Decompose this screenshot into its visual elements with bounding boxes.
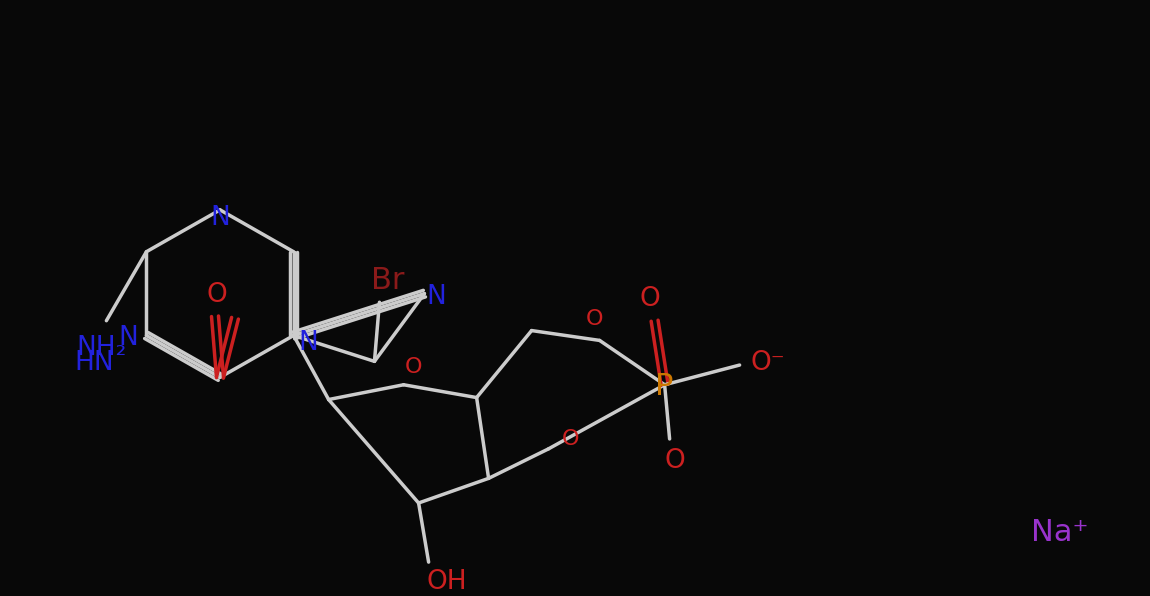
Text: O: O — [405, 357, 422, 377]
Text: N: N — [118, 325, 138, 352]
Text: Na⁺: Na⁺ — [1032, 517, 1089, 547]
Text: O: O — [207, 281, 228, 308]
Text: HN: HN — [75, 350, 114, 376]
Text: Br: Br — [370, 266, 404, 295]
Text: O: O — [665, 448, 685, 474]
Text: N: N — [299, 330, 319, 356]
Text: P: P — [656, 372, 674, 401]
Text: OH: OH — [427, 569, 467, 595]
Text: NH₂: NH₂ — [76, 336, 126, 361]
Text: O: O — [585, 309, 604, 329]
Text: N: N — [427, 284, 446, 309]
Text: O: O — [562, 429, 580, 449]
Text: O⁻: O⁻ — [750, 350, 785, 376]
Text: O: O — [639, 286, 660, 312]
Text: N: N — [210, 205, 230, 231]
